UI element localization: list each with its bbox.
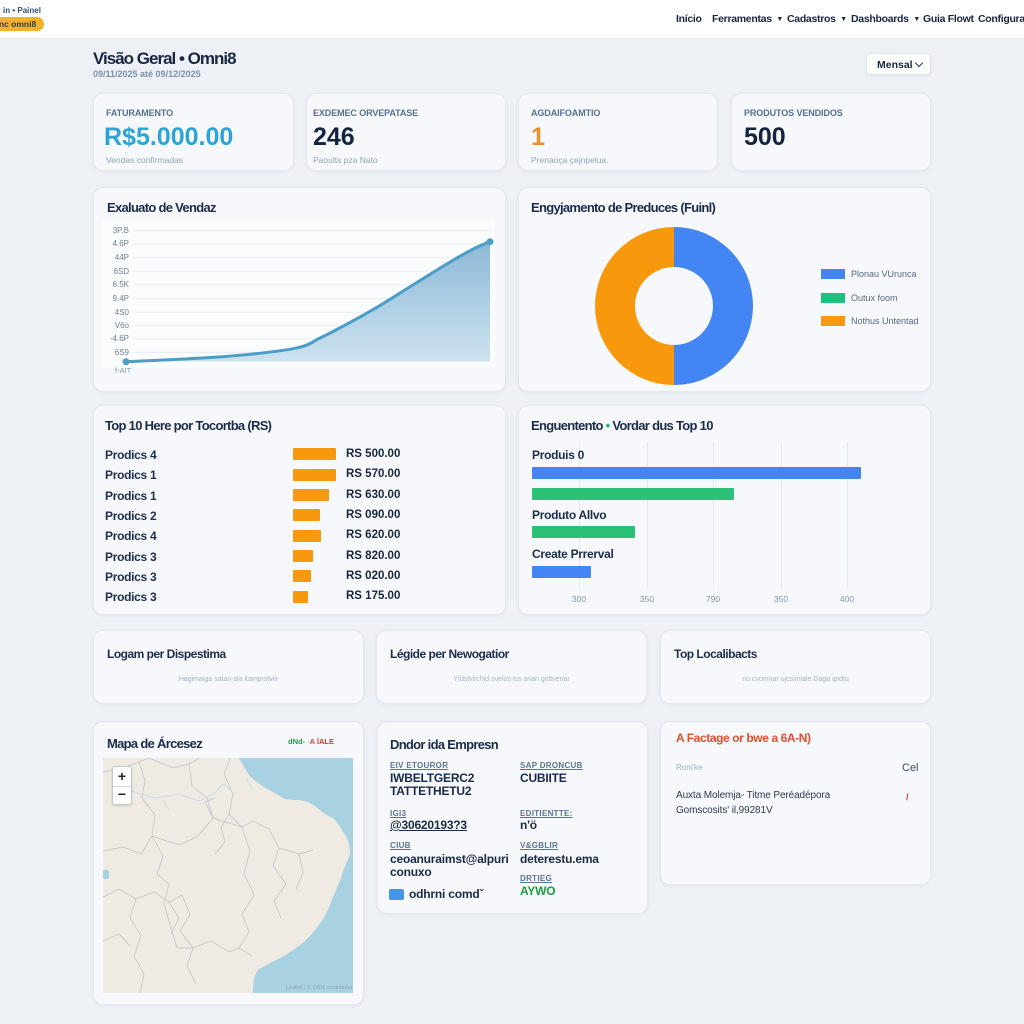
svg-text:V6o: V6o: [115, 321, 130, 330]
svg-text:4S0: 4S0: [115, 308, 130, 317]
svg-text:-4.6P: -4.6P: [110, 334, 129, 343]
svg-text:4.6P: 4.6P: [113, 239, 129, 248]
svg-text:6SD: 6SD: [113, 267, 129, 276]
svg-text:3P.B: 3P.B: [113, 226, 129, 235]
svg-text:Leaflet | © OSM contributors: Leaflet | © OSM contributors: [286, 984, 353, 991]
svg-text:9.4P: 9.4P: [113, 294, 129, 303]
svg-text:f-AIT: f-AIT: [115, 366, 132, 375]
svg-text:6.5K: 6.5K: [113, 280, 130, 289]
svg-text:44P: 44P: [115, 253, 129, 262]
svg-text:6S9: 6S9: [115, 348, 130, 357]
